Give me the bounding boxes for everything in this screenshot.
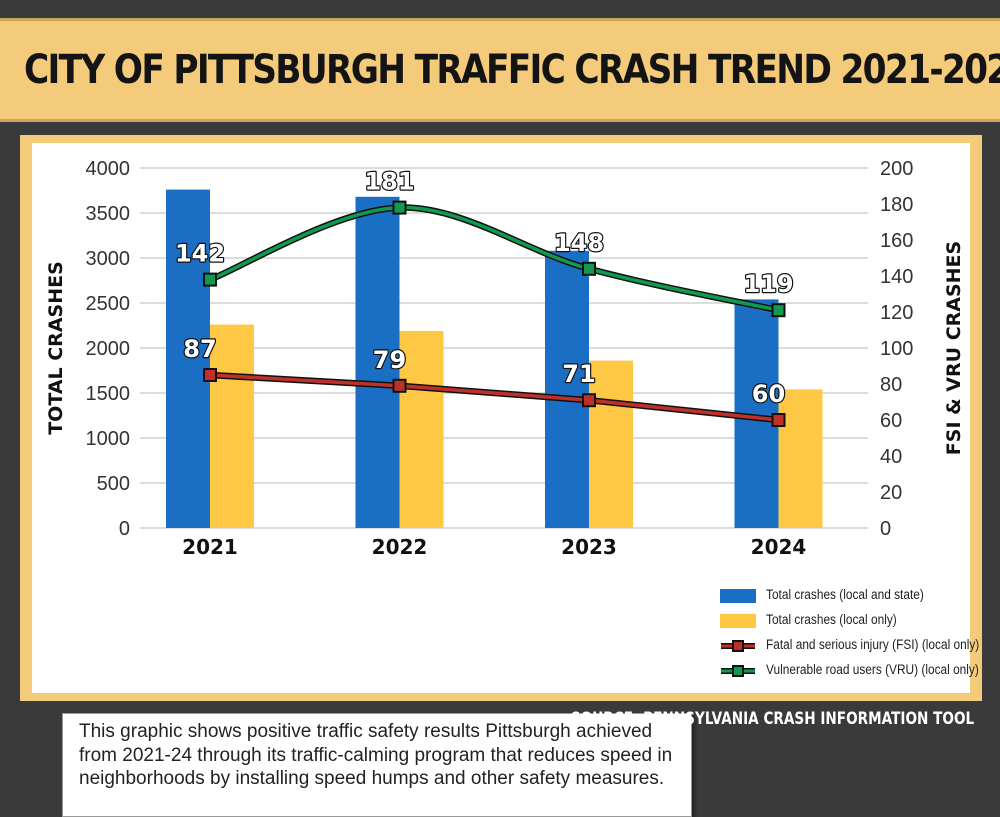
- y-right-tick: 80: [880, 374, 902, 396]
- y-right-tick: 100: [880, 338, 913, 360]
- bar-local-only: [589, 360, 633, 528]
- vru-marker: [203, 272, 217, 287]
- y-left-tick: 0: [119, 518, 130, 540]
- y-right-tick: 20: [880, 482, 902, 504]
- x-tick-label: 2022: [372, 535, 428, 559]
- y-left-tick: 4000: [86, 158, 131, 180]
- y-right-tick: 120: [880, 302, 913, 324]
- legend-label: Fatal and serious injury (FSI) (local on…: [766, 637, 980, 652]
- fsi-marker: [392, 378, 407, 393]
- fsi-line-outline: [209, 371, 779, 424]
- y-left-tick: 1000: [86, 428, 131, 450]
- fsi-marker: [203, 368, 217, 382]
- vru-line: [209, 205, 779, 312]
- y-right-tick: 140: [880, 266, 913, 288]
- bar-local-only: [210, 324, 254, 528]
- y-left-tick: 3000: [86, 248, 131, 270]
- fsi-marker: [582, 393, 596, 408]
- fsi-data-label: 60: [752, 380, 785, 408]
- fsi-line: [209, 373, 779, 422]
- title-band: CITY OF PITTSBURGH TRAFFIC CRASH TREND 2…: [0, 18, 1000, 122]
- fsi-data-label: 71: [562, 360, 595, 388]
- y-right-tick: 180: [880, 194, 913, 216]
- x-tick-label: 2023: [561, 535, 617, 559]
- vru-data-label: 119: [743, 270, 793, 298]
- fsi-data-label: 87: [183, 335, 216, 363]
- fsi-data-label: 79: [373, 346, 406, 374]
- legend-line-swatch: [720, 639, 756, 653]
- y-left-tick: 2500: [86, 293, 131, 315]
- vru-marker: [392, 200, 407, 215]
- vru-line-outline: [208, 204, 780, 314]
- fsi-marker: [771, 413, 786, 427]
- bar-local-and-state: [545, 250, 589, 529]
- bar-local-only: [778, 389, 823, 528]
- y-right-tick: 40: [880, 446, 902, 468]
- vru-marker: [771, 303, 786, 318]
- y-right-tick: 200: [880, 158, 913, 180]
- legend-bar-swatch: [720, 614, 756, 628]
- legend-bar-swatch: [720, 589, 756, 603]
- vru-data-label: 142: [175, 240, 225, 268]
- x-tick-label: 2024: [751, 535, 807, 559]
- crash-trend-chart: 0 500 1000 1500 2000 2500 3000 3500 4000 0 20 40 60 8…: [45, 158, 965, 559]
- chart-panel: 0 500 1000 1500 2000 2500 3000 3500 4000 0 20 40 60 8…: [20, 135, 982, 817]
- y-right-axis-title: FSI & VRU CRASHES: [943, 241, 965, 455]
- y-right-tick: 0: [880, 518, 891, 540]
- vru-data-label: 181: [364, 168, 414, 196]
- y-left-tick: 500: [97, 473, 130, 495]
- y-right-tick: 60: [880, 410, 902, 432]
- y-left-axis-title: TOTAL CRASHES: [45, 261, 67, 435]
- chart-card: 0 500 1000 1500 2000 2500 3000 3500 4000 0 20 40 60 8…: [32, 143, 970, 693]
- bar-local-and-state: [166, 189, 210, 528]
- vru-data-label: 148: [554, 229, 604, 257]
- legend-label: Total crashes (local only): [766, 612, 897, 627]
- legend-line-swatch: [720, 664, 756, 678]
- y-left-tick: 3500: [86, 203, 131, 225]
- bar-local-only: [399, 330, 444, 528]
- vru-marker: [582, 261, 596, 276]
- y-right-tick: 160: [880, 230, 913, 252]
- page-title: CITY OF PITTSBURGH TRAFFIC CRASH TREND 2…: [24, 47, 1000, 93]
- source-credit: SOURCE: PENNSYLVANIA CRASH INFORMATION T…: [570, 709, 974, 729]
- legend-label: Total crashes (local and state): [766, 587, 924, 602]
- bar-local-and-state: [355, 196, 400, 529]
- y-left-tick: 2000: [86, 338, 131, 360]
- x-tick-label: 2021: [182, 535, 238, 559]
- y-left-tick: 1500: [86, 383, 131, 405]
- legend-label: Vulnerable road users (VRU) (local only): [766, 662, 979, 677]
- infographic: CITY OF PITTSBURGH TRAFFIC CRASH TREND 2…: [0, 18, 1000, 817]
